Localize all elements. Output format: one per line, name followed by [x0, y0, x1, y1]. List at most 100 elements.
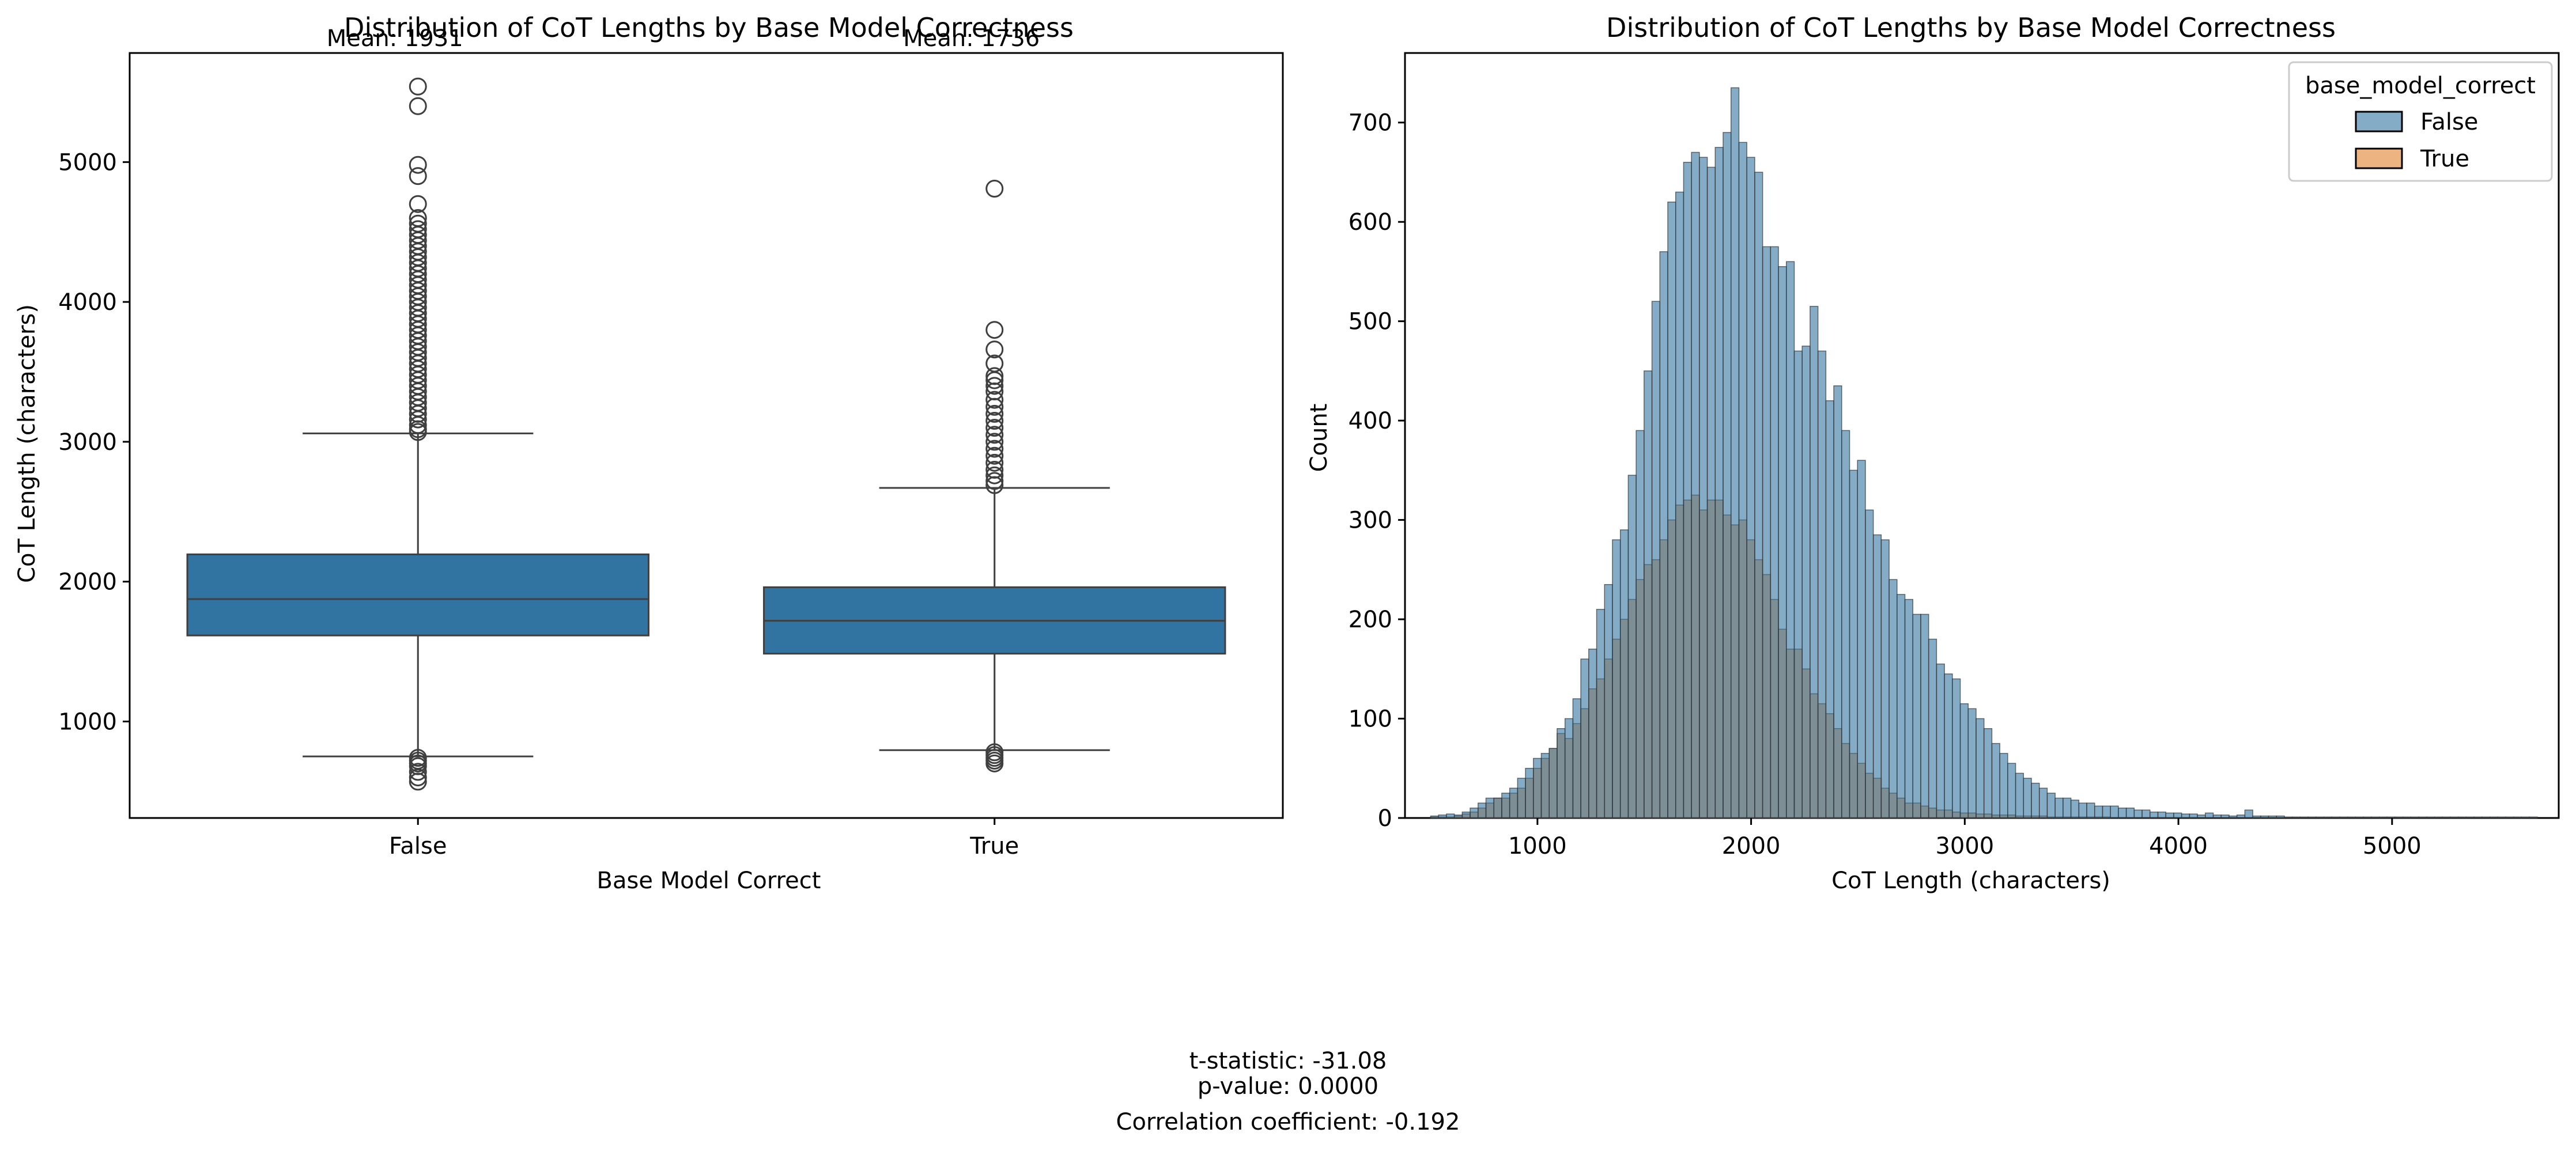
histogram-bar [1872, 534, 1882, 819]
histogram-bar [1793, 350, 1803, 819]
histogram-bar [1976, 718, 1985, 819]
histogram-bar [2347, 816, 2356, 819]
box-outlier [985, 371, 1004, 389]
histogram-bar [2150, 811, 2159, 819]
histogram-bar [1738, 142, 1747, 819]
legend-swatch-true [2355, 147, 2403, 169]
histogram-bar [1540, 753, 1550, 819]
histogram-bar [1810, 306, 1819, 819]
histogram-bar [1533, 757, 1542, 819]
box-false [186, 77, 649, 791]
histogram-bar [2450, 816, 2459, 819]
histogram-plot-area: 0 100 200 300 400 500 600 700 1000 2000 3000 4000 50… [1349, 52, 2560, 859]
histogram-bar [1897, 594, 1906, 819]
histogram-bar [2363, 816, 2372, 819]
box-outlier [409, 410, 427, 429]
histogram-bar [2236, 815, 2246, 819]
histogram-bar [1478, 802, 1487, 819]
box-outlier [985, 446, 1004, 465]
histogram-bar [1430, 815, 1439, 819]
histogram-y-axis-label: Count [1306, 404, 1332, 472]
histogram-bar [2046, 793, 2056, 819]
histogram-x-tick-label: 3000 [1935, 833, 1994, 859]
histogram-series-false [1430, 87, 2538, 819]
histogram-bar [2402, 816, 2412, 819]
histogram-bar [1920, 613, 1929, 819]
histogram-bar [2331, 816, 2340, 819]
box-outlier [985, 179, 1004, 198]
histogram-bar [1667, 201, 1676, 819]
histogram-bar [2529, 816, 2538, 819]
histogram-bar [2086, 802, 2095, 819]
boxplot-y-axis-label: CoT Length (characters) [14, 304, 40, 583]
histogram-x-tick-label: 2000 [1722, 833, 1781, 859]
box-outlier [985, 391, 1004, 409]
box-iqr [186, 553, 649, 637]
histogram-bar [2102, 805, 2111, 819]
box-outlier [985, 340, 1004, 359]
histogram-bar [2094, 805, 2103, 819]
histogram-y-tick-label: 400 [1349, 408, 1392, 434]
histogram-bar [2260, 815, 2269, 819]
histogram-bar [2442, 816, 2451, 819]
histogram-bar [2473, 816, 2483, 819]
histogram-bar [1991, 743, 2000, 819]
box-outlier [409, 768, 427, 787]
histogram-bar [2410, 816, 2419, 819]
histogram-y-tick-label: 0 [1378, 805, 1392, 832]
histogram-bar [1659, 251, 1668, 819]
histogram-bar [2284, 816, 2293, 819]
histogram-bar [1564, 718, 1574, 819]
box-mean-label: Mean: 1736 [903, 25, 1040, 52]
histogram-bar [1944, 673, 1953, 819]
histogram-bar [2220, 815, 2230, 819]
histogram-bar [2173, 812, 2182, 819]
histogram-bar [2063, 797, 2072, 819]
histogram-bar [1833, 385, 1842, 819]
histogram-x-axis-label: CoT Length (characters) [1831, 868, 2110, 894]
histogram-bar [1801, 346, 1811, 819]
histogram-bar [1557, 728, 1566, 819]
histogram-bar [2434, 816, 2443, 819]
histogram-bar [1509, 787, 1519, 819]
histogram-bar [2133, 809, 2143, 819]
histogram-bar [2268, 815, 2277, 819]
histogram-bar [2181, 813, 2190, 819]
histogram-bar [2394, 816, 2404, 819]
box-outlier [985, 367, 1004, 385]
histogram-bar [1438, 815, 1447, 819]
histogram-bar [1880, 539, 1890, 819]
histogram-bar [1636, 430, 1645, 819]
histogram-bar [1999, 753, 2008, 819]
box-outlier [985, 377, 1004, 395]
box-outlier [985, 321, 1004, 339]
boxplot-y-tick-label: 1000 [58, 709, 117, 735]
histogram-bar [2007, 763, 2016, 819]
box-outlier [409, 416, 427, 434]
histogram-bar [1770, 246, 1779, 819]
histogram-bar [1485, 797, 1494, 819]
histogram-bar [2197, 815, 2206, 819]
histogram-bar [1644, 370, 1653, 819]
histogram-bar [2015, 772, 2024, 819]
histogram-bar [2481, 816, 2491, 819]
histogram-bar [1604, 584, 1613, 819]
histogram-bar [2276, 815, 2285, 819]
box-outlier [985, 440, 1004, 458]
legend-frame [2288, 61, 2553, 182]
box-outlier [409, 763, 427, 781]
boxplot-x-tick-label: False [389, 833, 447, 859]
histogram-bar [1754, 172, 1763, 819]
histogram-bar [1627, 475, 1637, 819]
histogram-bar [1778, 266, 1787, 819]
histogram-bar [1446, 813, 1455, 819]
histogram-bar [2323, 816, 2333, 819]
box-outlier [985, 754, 1004, 772]
box-outlier [985, 404, 1004, 423]
box-outlier [409, 195, 427, 213]
histogram-bar [2110, 805, 2119, 819]
histogram-bar [2252, 815, 2261, 819]
histogram-bar [2299, 816, 2309, 819]
histogram-bar [1470, 808, 1479, 819]
